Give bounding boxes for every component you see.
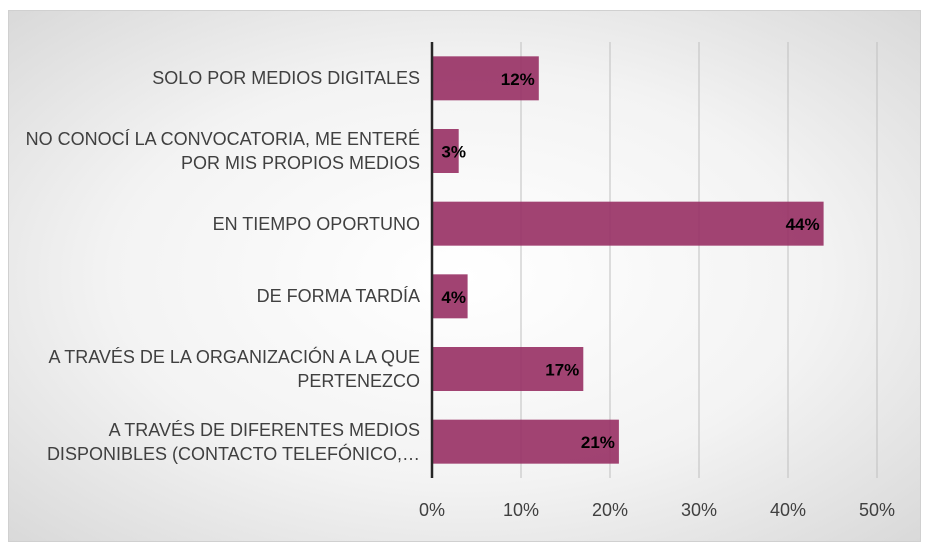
bar <box>432 347 584 391</box>
x-tick-label: 10% <box>503 500 539 520</box>
x-tick-label: 30% <box>681 500 717 520</box>
y-tick-label: DE FORMA TARDÍA <box>256 286 420 307</box>
x-tick-label: 0% <box>419 500 445 520</box>
value-label: 12% <box>501 70 535 89</box>
y-tick-label: NO CONOCÍ LA CONVOCATORIA, ME ENTERÉ POR… <box>25 129 420 173</box>
x-tick-label: 50% <box>859 500 895 520</box>
bar <box>432 129 459 173</box>
x-tick-label: 20% <box>592 500 628 520</box>
bar <box>432 56 539 101</box>
value-label: 3% <box>441 142 466 161</box>
value-label: 17% <box>545 360 579 379</box>
value-label: 4% <box>441 288 466 307</box>
value-label: 21% <box>581 433 615 452</box>
y-tick-label: A TRAVÉS DE LA ORGANIZACIÓN A LA QUE PER… <box>48 347 420 391</box>
x-tick-label: 40% <box>770 500 806 520</box>
bar <box>432 201 824 246</box>
bar <box>432 419 619 464</box>
y-tick-label: A TRAVÉS DE DIFERENTES MEDIOS DISPONIBLE… <box>46 419 420 464</box>
bar <box>432 274 468 319</box>
value-label: 44% <box>786 215 820 234</box>
y-tick-label: SOLO POR MEDIOS DIGITALES <box>152 68 420 89</box>
y-tick-label: EN TIEMPO OPORTUNO <box>212 213 420 234</box>
